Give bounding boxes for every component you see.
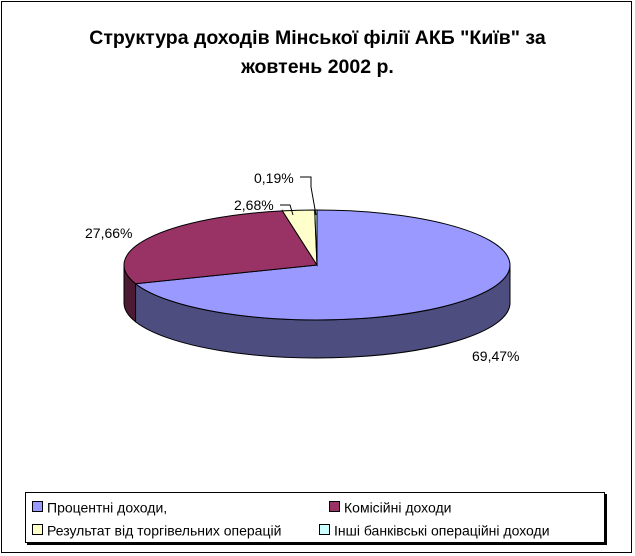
pie-slice-commission-income	[123, 210, 318, 285]
chart-title: Структура доходів Мінської філії АКБ "Ки…	[2, 24, 633, 82]
legend-item-trading-result: Результат від торгівельних операцій	[32, 519, 281, 539]
chart-title-line-1: Структура доходів Мінської філії АКБ "Ки…	[89, 27, 546, 49]
legend-swatch-commission-income	[329, 500, 340, 512]
data-label-other-income: 0,19%	[254, 170, 294, 186]
data-label-commission-income: 27,66%	[85, 225, 132, 241]
legend-item-interest-income: Процентні доходи,	[32, 496, 167, 516]
legend-item-commission-income: Комісійні доходи	[329, 496, 451, 516]
legend-swatch-interest-income	[32, 500, 43, 512]
leader-line-other-income	[300, 176, 317, 216]
leader-line-trading-result	[280, 204, 294, 216]
legend-swatch-trading-result	[32, 523, 43, 535]
data-label-trading-result: 2,68%	[234, 197, 274, 213]
legend-swatch-other-income	[319, 523, 330, 535]
legend: Процентні доходи, Комісійні доходи Резул…	[25, 492, 605, 543]
legend-label-other-income: Інші банківські операційні доходи	[334, 522, 550, 539]
pie-chart: 69,47% 27,66% 2,68% 0,19%	[85, 170, 519, 364]
legend-item-other-income: Інші банківські операційні доходи	[319, 519, 550, 539]
legend-label-interest-income: Процентні доходи,	[47, 499, 168, 516]
pie-slice-interest-income	[134, 209, 511, 321]
data-label-interest-income: 69,47%	[472, 348, 519, 364]
legend-label-trading-result: Результат від торгівельних операцій	[47, 522, 282, 539]
legend-label-commission-income: Комісійні доходи	[344, 499, 452, 516]
chart-title-line-2: жовтень 2002 р.	[241, 56, 394, 78]
